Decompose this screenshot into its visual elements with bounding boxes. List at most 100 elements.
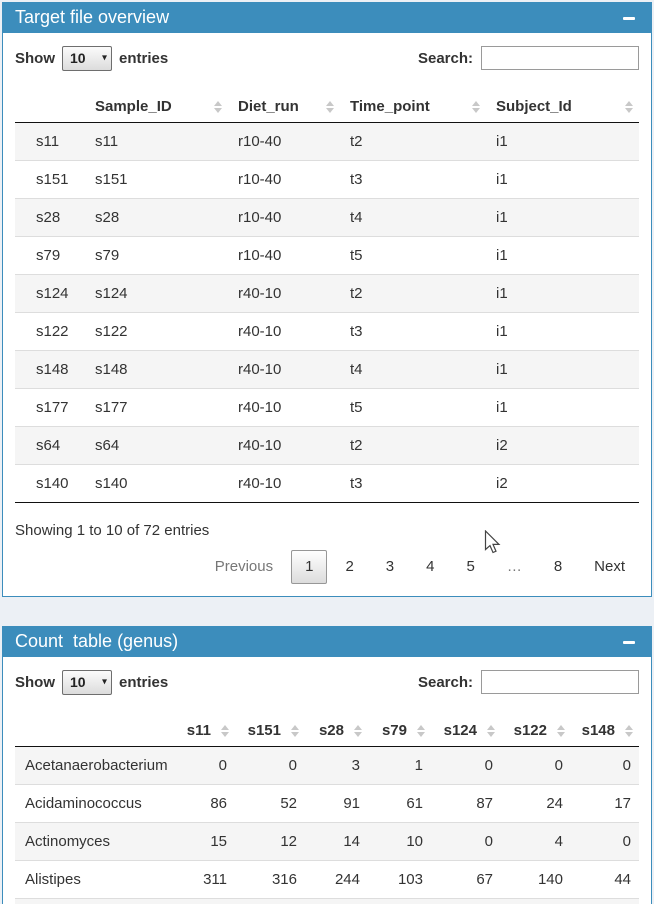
- page-length-select[interactable]: 10: [62, 669, 112, 695]
- panel-target-file-overview: Target file overview Show 10 entries Sea…: [2, 2, 652, 597]
- table-row: s151 s151 r10-40 t3 i1: [15, 160, 639, 199]
- entries-label: entries: [119, 673, 169, 691]
- sort-icon: [487, 724, 495, 737]
- column-header[interactable]: s28: [305, 715, 368, 747]
- data-cell: t3: [340, 160, 486, 199]
- sort-icon: [472, 100, 480, 113]
- page-button[interactable]: 3: [385, 558, 395, 575]
- column-header[interactable]: s79: [368, 715, 431, 747]
- data-cell: 0: [288, 757, 297, 774]
- data-cell: i1: [486, 198, 639, 237]
- data-cell: i1: [486, 160, 639, 199]
- table-row: s11 s11 r10-40 t2 i1: [15, 122, 639, 161]
- data-cell: i2: [486, 426, 639, 465]
- minus-icon: [623, 640, 635, 644]
- sort-icon: [557, 724, 565, 737]
- column-header[interactable]: s151: [235, 715, 305, 747]
- data-cell: s124: [85, 274, 228, 313]
- column-label: s122: [513, 722, 547, 739]
- row-name-cell: s28: [15, 198, 85, 237]
- page-button[interactable]: 4: [426, 558, 435, 575]
- column-label: Subject_Id: [496, 98, 572, 115]
- column-label: s148: [581, 722, 615, 739]
- data-cell: i1: [486, 388, 639, 427]
- row-name-cell: Acidaminococcus: [15, 784, 165, 823]
- collapse-button[interactable]: [619, 10, 639, 26]
- data-cell: t2: [340, 426, 486, 465]
- next-button[interactable]: Next: [594, 558, 625, 575]
- table-row: s122 s122 r40-10 t3 i1: [15, 312, 639, 351]
- sort-icon: [625, 724, 633, 737]
- row-name-cell: Alistipes: [15, 860, 165, 899]
- sort-icon: [625, 100, 633, 113]
- search-input[interactable]: [481, 670, 639, 694]
- page-button[interactable]: 1: [291, 550, 328, 584]
- data-cell: r10-40: [238, 133, 282, 150]
- column-header[interactable]: Diet_run: [228, 91, 340, 123]
- data-cell: 244: [305, 860, 368, 899]
- data-cell: 140: [501, 860, 571, 899]
- data-cell: 0: [622, 757, 631, 774]
- search-label: Search:: [417, 673, 473, 691]
- column-header[interactable]: s124: [431, 715, 501, 747]
- table-row: s28 s28 r10-40 t4 i1: [15, 198, 639, 237]
- page-button[interactable]: 2: [345, 558, 354, 575]
- data-cell: i2: [486, 464, 639, 503]
- data-cell: 10: [368, 822, 431, 861]
- column-header[interactable]: Time_point: [340, 91, 486, 123]
- header-row: s11 s151 s28 s79 s124 s122 s148: [15, 715, 639, 747]
- page-button[interactable]: 8: [553, 558, 563, 575]
- data-cell: i1: [496, 133, 508, 150]
- data-cell: 103: [368, 860, 431, 899]
- column-header[interactable]: s122: [501, 715, 571, 747]
- search-input[interactable]: [481, 46, 639, 70]
- sort-icon: [354, 724, 362, 737]
- pagination: Previous 1 2 3 4 5 … 8 Next: [15, 550, 639, 584]
- data-cell: 4: [501, 822, 571, 861]
- column-label: s11: [186, 722, 211, 739]
- data-cell: 14: [305, 822, 368, 861]
- data-cell: [15, 898, 639, 904]
- table-info: Showing 1 to 10 of 72 entries: [15, 522, 210, 539]
- page-button[interactable]: 5: [466, 558, 475, 575]
- data-cell: 67: [431, 860, 501, 899]
- column-label: s151: [247, 722, 281, 739]
- panel-count-table-genus: Count table (genus) Show 10 entries Sear: [2, 626, 652, 904]
- previous-button[interactable]: Previous: [214, 558, 274, 575]
- data-cell: t2: [340, 274, 486, 313]
- table-row: s140 s140 r40-10 t3 i2: [15, 464, 639, 503]
- data-cell: 1: [414, 757, 423, 774]
- data-cell: r40-10: [228, 350, 340, 389]
- row-name-cell: s151: [15, 160, 85, 199]
- data-cell: 86: [165, 784, 235, 823]
- table-row: Actinomyces 15 12 14 10 0 4 0: [15, 822, 639, 861]
- column-header[interactable]: Subject_Id: [486, 91, 639, 123]
- column-label: Sample_ID: [95, 98, 172, 115]
- data-cell: i1: [486, 312, 639, 351]
- page-length-select[interactable]: 10: [62, 45, 112, 71]
- count-table: s11 s151 s28 s79 s124 s122 s148 Acetanaerobacte…: [15, 715, 639, 904]
- data-cell: t4: [340, 198, 486, 237]
- table-controls: Show 10 entries Search:: [15, 45, 639, 71]
- row-name-cell: s122: [15, 312, 85, 351]
- column-header[interactable]: Sample_ID: [85, 91, 228, 123]
- data-cell: 316: [235, 860, 305, 899]
- data-cell: s11: [95, 133, 119, 150]
- column-header[interactable]: s148: [571, 715, 639, 747]
- collapse-button[interactable]: [619, 634, 639, 650]
- data-cell: 44: [571, 860, 639, 899]
- data-cell: r40-10: [228, 426, 340, 465]
- minus-icon: [623, 16, 635, 20]
- show-label: Show: [15, 673, 55, 691]
- column-label: s28: [318, 722, 344, 739]
- data-cell: 87: [431, 784, 501, 823]
- table-row: s177 s177 r40-10 t5 i1: [15, 388, 639, 427]
- table-row: s148 s148 r40-10 t4 i1: [15, 350, 639, 389]
- column-header[interactable]: s11: [165, 715, 235, 747]
- data-cell: 3: [351, 757, 360, 774]
- data-cell: 91: [305, 784, 368, 823]
- data-cell: 0: [554, 757, 563, 774]
- data-cell: s79: [85, 236, 228, 275]
- data-cell: t3: [340, 464, 486, 503]
- table-row: [15, 898, 639, 904]
